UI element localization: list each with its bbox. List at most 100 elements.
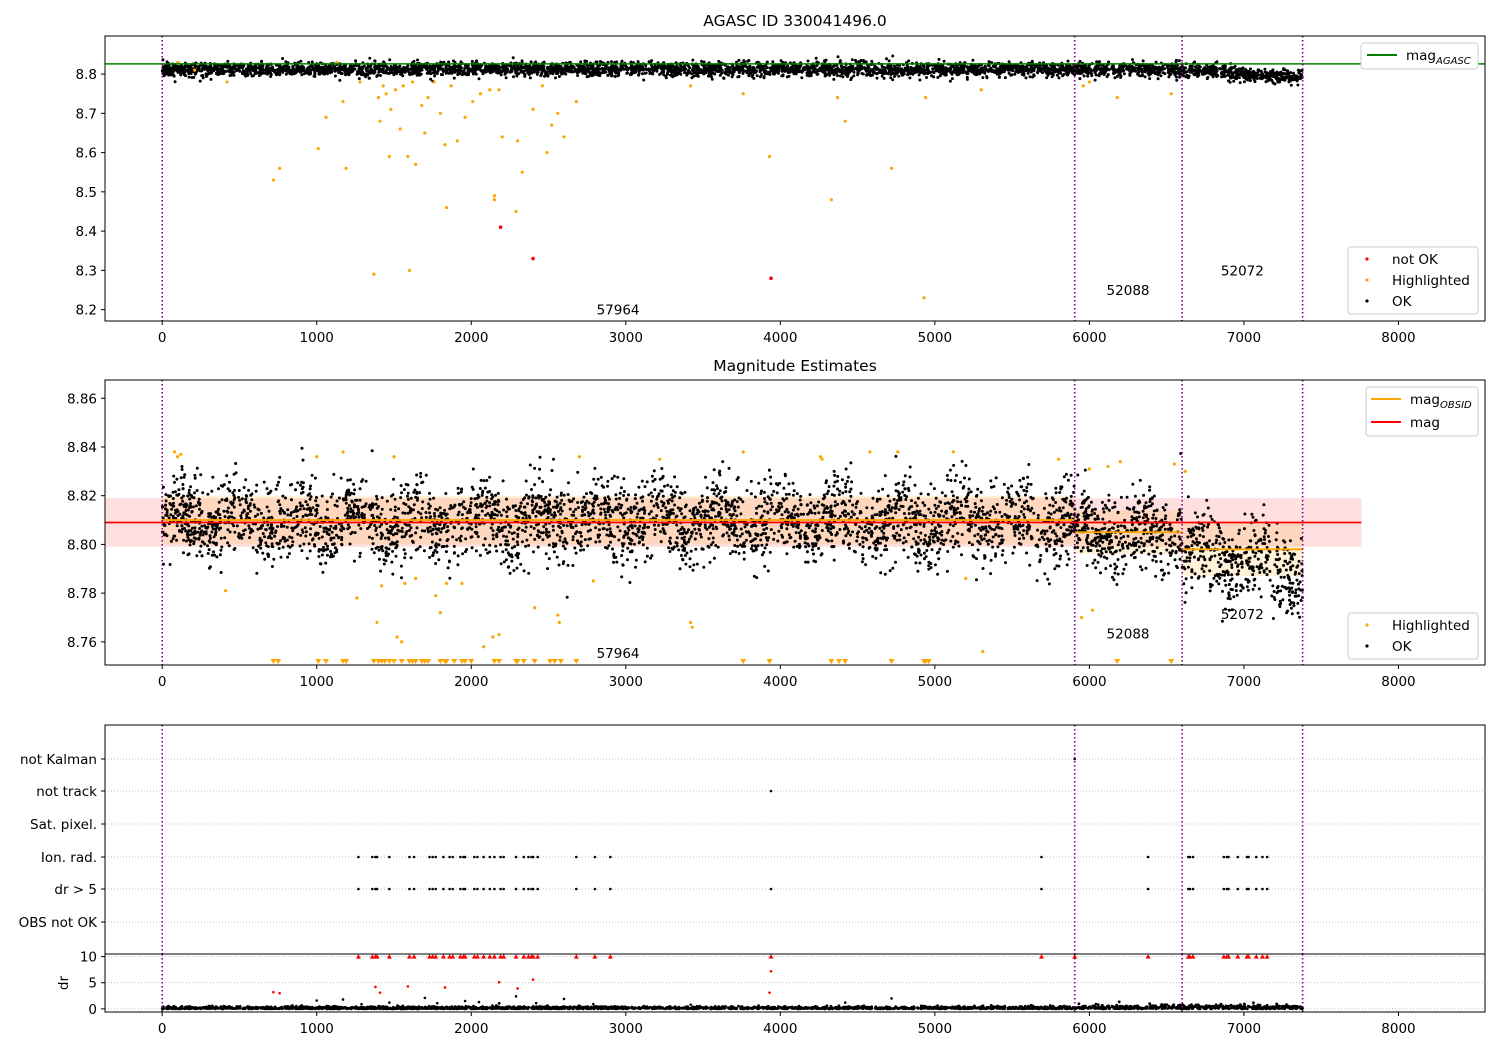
ok-point [206,72,210,76]
ok-point [1148,77,1152,81]
ok-point [815,71,819,75]
ok-point [736,75,740,79]
ok-point [480,69,484,73]
panel-agasc-frame [105,36,1485,321]
xtick-label: 2000 [454,330,488,346]
ok-point [584,72,588,75]
ok-point [1097,553,1101,557]
ok-point [685,73,689,77]
ok-point [576,74,580,77]
ok-point [523,73,527,77]
ok-point [373,59,377,63]
ok-point [198,79,202,83]
ok-point [1055,534,1059,538]
ok-point [1147,73,1151,77]
ok-point [1036,70,1040,74]
ok-point [977,70,981,74]
ok-point [762,490,766,494]
ok-point [266,72,270,76]
ok-point [448,576,452,580]
ok-point [584,67,588,71]
ok-point [513,545,517,548]
highlighted-point [540,84,544,88]
ok-point [268,71,272,75]
ok-point [660,66,664,69]
ok-point [1004,502,1008,506]
ok-point [1242,80,1246,84]
ok-point [1045,76,1049,80]
xtick-label: 0 [158,330,167,346]
highlighted-point [398,127,402,131]
ok-point [850,76,854,80]
ok-point [196,65,200,69]
ok-point [1204,71,1208,75]
ok-point [1243,69,1247,73]
ok-point [186,535,190,539]
ok-point [1229,75,1233,79]
ok-point [512,75,515,79]
ok-point [219,571,223,574]
ok-point [746,70,750,73]
ok-point [415,70,419,74]
ok-point [365,73,369,77]
ok-point [648,69,651,73]
ok-point [770,505,774,509]
ok-point [255,571,259,575]
ok-point [926,65,929,69]
ok-point [328,71,332,75]
ok-point [1010,67,1013,71]
ok-point [1242,76,1246,80]
highlighted-point [193,68,197,72]
ok-point [338,78,342,82]
ok-point [610,60,613,64]
ok-point [192,75,196,79]
highlighted-point [407,268,412,272]
ok-point [240,64,244,68]
ok-point [507,530,511,534]
ok-point [1105,75,1109,79]
panel-estimates: 0 1000 2000 3000 4000 5000 6000 7000 8000 8.768.… [67,357,1486,690]
ok-point [1103,547,1107,551]
obsid-label: 57964 [597,303,640,319]
ok-point [610,73,614,77]
ok-point [578,69,582,73]
ok-point [1031,75,1035,79]
ok-point [329,65,333,69]
ok-point [699,71,703,74]
ok-point [849,515,853,519]
ok-point [683,71,686,75]
ok-point [585,59,589,63]
ok-point [474,72,478,76]
highlighted-point [378,119,382,123]
ok-point [505,515,509,518]
ok-point [235,69,239,72]
ok-point [976,532,980,536]
ok-point [747,65,751,69]
ok-point [281,69,285,72]
ok-point [501,67,505,71]
ok-point [641,68,645,72]
ok-point [468,511,472,514]
ok-point [1292,71,1295,75]
ok-point [174,67,178,71]
ok-point [727,538,731,542]
highlighted-point [387,154,391,159]
ok-point [1267,535,1270,538]
ok-point [371,69,374,73]
ok-point [1027,463,1031,466]
ok-point [1211,543,1215,546]
ok-point [539,64,542,68]
ok-point [1094,544,1098,548]
ok-point [361,70,364,74]
ok-point [1000,515,1004,518]
ok-point [832,77,836,81]
ok-point [533,466,537,470]
ok-point [534,60,538,64]
ok-point [1271,68,1275,72]
ok-point [1212,576,1216,580]
ok-point [662,64,666,68]
ok-point [618,67,622,71]
ok-point [823,507,827,511]
ok-point [914,561,918,565]
legend-agasc-top: magAGASC [1360,42,1479,70]
